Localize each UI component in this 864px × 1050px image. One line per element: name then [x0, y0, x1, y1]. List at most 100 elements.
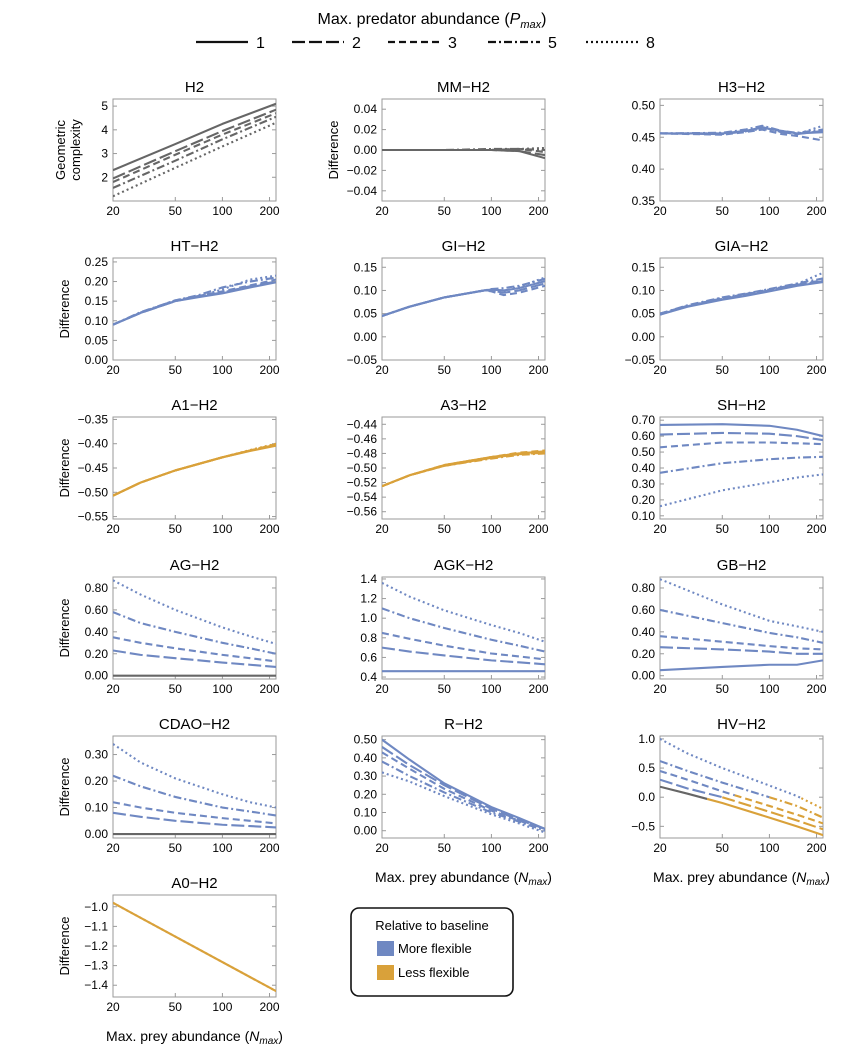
series-group-mm-h2 [382, 146, 545, 160]
flex-legend-label-less: Less flexible [398, 965, 470, 980]
panel-a3-h2: A3−H2 −0.56−0.54−0.52−0.50−0.48−0.46−0.44… [347, 397, 549, 536]
series-group-ht-h2 [113, 274, 276, 326]
x-tick-label-sh-h2: 200 [807, 522, 827, 536]
x-tick-label-h2: 50 [169, 204, 183, 218]
y-tick-label-agk-h2: 1.0 [360, 611, 377, 625]
series-line-sh-h2-pmax-1 [660, 423, 823, 438]
series-line-gb-h2-pmax-2 [660, 646, 823, 655]
x-tick-label-cdao-h2: 20 [106, 841, 120, 855]
series-line-r-h2-pmax-3 [382, 751, 545, 830]
y-tick-label-cdao-h2: 0.00 [85, 827, 109, 841]
y-tick-label-sh-h2: 0.30 [632, 477, 656, 491]
x-tick-label-a1-h2: 200 [260, 522, 280, 536]
y-tick-label-gb-h2: 0.20 [632, 647, 656, 661]
x-tick-label-ht-h2: 100 [212, 363, 232, 377]
y-tick-label-sh-h2: 0.60 [632, 429, 656, 443]
y-tick-label-a0-h2: −1.0 [84, 900, 108, 914]
legend-label-pmax-8: 8 [646, 35, 655, 52]
series-line-h3-h2-pmax-5 [660, 124, 823, 135]
y-tick-label-h2: 5 [101, 99, 108, 113]
panel-gi-h2: GI−H2 −0.05 0.00 0.05 0.10 0.15 20 50 100 200 [347, 238, 549, 377]
series-line-a3-h2-pmax-5 [382, 452, 545, 488]
x-tick-label-gi-h2: 100 [481, 363, 501, 377]
series-line-hv-h2-pmax-8-after [800, 797, 823, 810]
x-tick-label-gia-h2: 50 [716, 363, 730, 377]
series-group-agk-h2 [382, 581, 545, 673]
x-tick-label-agk-h2: 20 [375, 682, 389, 696]
x-tick-label-ht-h2: 20 [106, 363, 120, 377]
series-group-cdao-h2 [113, 743, 276, 836]
series-line-sh-h2-pmax-8 [660, 473, 823, 508]
panel-h2: H2 2 3 4 5 20 50 100 200 Geometriccomplexity [53, 79, 280, 218]
series-group-ag-h2 [113, 579, 276, 677]
panel-title-r-h2: R−H2 [444, 716, 483, 733]
y-tick-label-gia-h2: 0.15 [632, 260, 656, 274]
y-tick-label-a0-h2: −1.2 [84, 939, 108, 953]
x-tick-label-hv-h2: 50 [716, 841, 730, 855]
predator-legend-title: Max. predator abundance (Pmax) [318, 11, 547, 31]
x-tick-label-gia-h2: 200 [807, 363, 827, 377]
y-tick-label-gia-h2: −0.05 [625, 353, 656, 367]
y-tick-label-cdao-h2: 0.10 [85, 801, 109, 815]
series-group-gia-h2 [660, 271, 823, 316]
panel-frame-agk-h2 [381, 576, 546, 680]
series-line-cdao-h2-pmax-8 [113, 743, 276, 809]
series-line-sh-h2-pmax-5 [660, 455, 823, 474]
y-tick-label-agk-h2: 0.8 [360, 631, 377, 645]
x-tick-label-r-h2: 200 [529, 841, 549, 855]
y-tick-label-gi-h2: 0.05 [354, 307, 378, 321]
x-tick-label-agk-h2: 200 [529, 682, 549, 696]
x-tick-label-mm-h2: 100 [481, 204, 501, 218]
series-line-gb-h2-pmax-1 [660, 659, 823, 672]
y-tick-label-hv-h2: 0.5 [638, 761, 655, 775]
series-line-a1-h2-pmax-5 [113, 444, 276, 497]
y-tick-label-mm-h2: 0.00 [354, 143, 378, 157]
y-tick-label-h3-h2: 0.50 [632, 98, 656, 112]
panel-title-ht-h2: HT−H2 [171, 238, 219, 255]
panel-cdao-h2: CDAO−H2 0.00 0.10 0.20 0.30 20 50 100 200 Differe… [57, 716, 280, 855]
y-tick-label-h2: 2 [101, 170, 108, 184]
panel-title-hv-h2: HV−H2 [717, 716, 766, 733]
panel-title-gi-h2: GI−H2 [442, 238, 486, 255]
y-tick-label-gia-h2: 0.05 [632, 307, 656, 321]
y-tick-label-a3-h2: −0.52 [347, 476, 378, 490]
series-line-ht-h2-pmax-8 [113, 274, 276, 326]
x-tick-label-h3-h2: 200 [807, 204, 827, 218]
y-tick-label-r-h2: 0.40 [354, 751, 378, 765]
series-line-a0-h2-pmax-8 [113, 901, 276, 993]
x-tick-label-a1-h2: 100 [212, 522, 232, 536]
series-line-agk-h2-pmax-8 [382, 581, 545, 643]
series-line-hv-h2-pmax-1-after [706, 797, 823, 837]
series-line-gi-h2-pmax-5 [382, 277, 545, 317]
x-tick-label-r-h2: 100 [481, 841, 501, 855]
x-tick-label-h3-h2: 50 [716, 204, 730, 218]
y-tick-label-ag-h2: 0.80 [85, 581, 109, 595]
series-group-gi-h2 [382, 276, 545, 317]
y-tick-label-sh-h2: 0.20 [632, 493, 656, 507]
y-tick-label-ag-h2: 0.60 [85, 603, 109, 617]
y-tick-label-agk-h2: 1.4 [360, 572, 377, 586]
y-tick-label-h3-h2: 0.40 [632, 162, 656, 176]
flex-legend-label-more: More flexible [398, 941, 472, 956]
x-tick-label-a3-h2: 200 [529, 522, 549, 536]
y-tick-label-r-h2: 0.00 [354, 824, 378, 838]
series-line-ht-h2-pmax-1 [113, 281, 276, 326]
x-tick-label-h2: 20 [106, 204, 120, 218]
series-line-hv-h2-pmax-2-after [721, 796, 823, 831]
series-line-gi-h2-pmax-1 [382, 280, 545, 317]
y-tick-label-cdao-h2: 0.20 [85, 774, 109, 788]
y-axis-label-ht-h2: Difference [57, 279, 72, 338]
y-tick-label-a3-h2: −0.56 [347, 505, 378, 519]
x-tick-label-cdao-h2: 200 [260, 841, 280, 855]
series-line-ag-h2-pmax-2 [113, 649, 276, 668]
panel-title-ag-h2: AG−H2 [170, 557, 220, 574]
series-line-a3-h2-pmax-1 [382, 450, 545, 488]
x-tick-label-ag-h2: 20 [106, 682, 120, 696]
panel-hv-h2: HV−H2 −0.5 0.0 0.5 1.0 20 50 100 200 Max. prey ab… [631, 716, 830, 888]
y-tick-label-mm-h2: −0.04 [347, 184, 378, 198]
panel-title-gia-h2: GIA−H2 [715, 238, 769, 255]
panel-gia-h2: GIA−H2 −0.05 0.00 0.05 0.10 0.15 20 50 100 200 [625, 238, 827, 377]
x-axis-label-r-h2: Max. prey abundance (Nmax) [375, 869, 552, 888]
series-line-ag-h2-pmax-5 [113, 611, 276, 655]
panel-title-a0-h2: A0−H2 [171, 875, 217, 892]
